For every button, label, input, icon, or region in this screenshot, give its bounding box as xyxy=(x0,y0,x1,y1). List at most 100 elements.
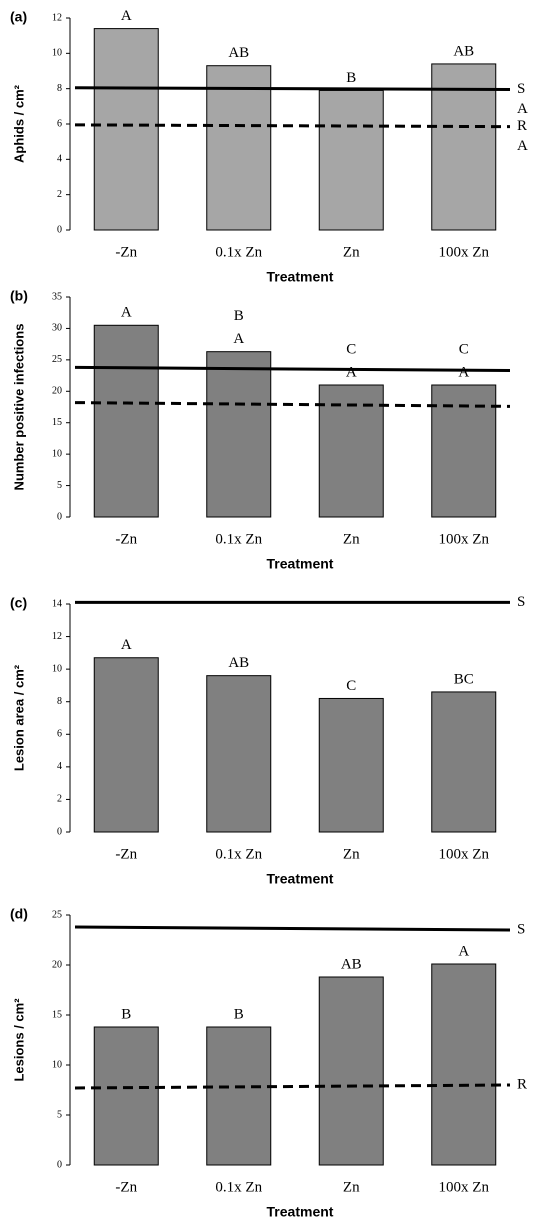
bar xyxy=(318,697,384,833)
significance-letter: B xyxy=(121,1006,131,1022)
y-axis-label: Lesions / cm² xyxy=(11,998,26,1082)
significance-letter: B xyxy=(234,1006,244,1022)
panel-label: (d) xyxy=(10,906,28,922)
reference-label: R xyxy=(517,1076,527,1092)
y-tick-label: 10 xyxy=(52,48,62,59)
y-tick-label: 10 xyxy=(52,1059,62,1070)
panel-label: (c) xyxy=(10,595,27,611)
y-tick-label: 15 xyxy=(52,1009,62,1020)
y-tick-label: 0 xyxy=(57,511,62,522)
reference-label: R xyxy=(517,118,527,134)
reference-label: A xyxy=(517,101,528,117)
x-tick-label: 100x Zn xyxy=(439,846,490,862)
x-tick-label: 0.1x Zn xyxy=(215,846,262,862)
x-axis-label: Treatment xyxy=(267,269,334,285)
reference-line xyxy=(74,86,511,92)
reference-line xyxy=(74,925,511,932)
y-tick-label: 20 xyxy=(52,959,62,970)
x-tick-label: -Zn xyxy=(115,531,137,547)
bar xyxy=(93,657,159,833)
bar xyxy=(431,691,497,833)
significance-letter: A xyxy=(121,305,132,321)
x-tick-label: -Zn xyxy=(115,1179,137,1195)
y-axis-label: Aphids / cm² xyxy=(11,84,26,163)
significance-letter: B xyxy=(234,308,244,324)
x-tick-label: 100x Zn xyxy=(439,1179,490,1195)
x-tick-label: 0.1x Zn xyxy=(215,1179,262,1195)
bar xyxy=(318,384,384,518)
significance-letter: AB xyxy=(228,45,249,61)
x-axis-label: Treatment xyxy=(267,556,334,572)
x-tick-label: 100x Zn xyxy=(439,244,490,260)
y-tick-label: 20 xyxy=(52,386,62,397)
y-tick-label: 25 xyxy=(52,909,62,920)
panel-label: (a) xyxy=(10,9,27,25)
bar xyxy=(93,28,159,231)
x-tick-label: 0.1x Zn xyxy=(215,244,262,260)
x-tick-label: 0.1x Zn xyxy=(215,531,262,547)
bar xyxy=(206,351,272,518)
y-tick-label: 25 xyxy=(52,354,62,365)
significance-letter: AB xyxy=(341,956,362,972)
y-tick-label: 0 xyxy=(57,826,62,837)
y-tick-label: 2 xyxy=(57,794,62,805)
x-axis-label: Treatment xyxy=(267,871,334,887)
y-axis-label: Number positive infections xyxy=(11,324,26,491)
significance-letter: A xyxy=(233,331,244,347)
significance-letter: A xyxy=(458,364,469,380)
reference-label: A xyxy=(517,138,528,154)
y-tick-label: 0 xyxy=(57,224,62,235)
reference-line xyxy=(74,123,511,129)
y-tick-label: 6 xyxy=(57,118,62,129)
significance-letter: C xyxy=(459,341,469,357)
reference-line xyxy=(74,401,511,408)
significance-letter: C xyxy=(346,678,356,694)
x-tick-label: Zn xyxy=(343,531,360,547)
significance-letter: BC xyxy=(454,671,474,687)
reference-label: S xyxy=(517,594,525,610)
y-axis-label: Lesion area / cm² xyxy=(11,664,26,771)
y-tick-label: 35 xyxy=(52,291,62,302)
x-tick-label: -Zn xyxy=(115,244,137,260)
y-tick-label: 10 xyxy=(52,663,62,674)
significance-letter: B xyxy=(346,70,356,86)
y-tick-label: 4 xyxy=(57,761,62,772)
bar xyxy=(431,963,497,1166)
bar xyxy=(93,324,159,518)
y-tick-label: 6 xyxy=(57,729,62,740)
y-tick-label: 10 xyxy=(52,448,62,459)
x-tick-label: 100x Zn xyxy=(439,531,490,547)
y-tick-label: 5 xyxy=(57,1109,62,1120)
x-axis-label: Treatment xyxy=(267,1204,334,1220)
y-tick-label: 0 xyxy=(57,1159,62,1170)
y-tick-label: 2 xyxy=(57,189,62,200)
y-tick-label: 12 xyxy=(52,631,62,642)
y-tick-label: 12 xyxy=(52,12,62,23)
bar xyxy=(318,976,384,1166)
panel-label: (b) xyxy=(10,288,28,304)
bar xyxy=(93,1026,159,1166)
bar xyxy=(206,1026,272,1166)
y-tick-label: 15 xyxy=(52,417,62,428)
reference-label: S xyxy=(517,81,525,97)
y-tick-label: 8 xyxy=(57,83,62,94)
x-tick-label: Zn xyxy=(343,244,360,260)
significance-letter: A xyxy=(458,943,469,959)
reference-line xyxy=(74,365,511,373)
y-tick-label: 8 xyxy=(57,696,62,707)
significance-letter: AB xyxy=(228,655,249,671)
reference-line xyxy=(74,1083,511,1090)
y-tick-label: 4 xyxy=(57,154,62,165)
x-tick-label: Zn xyxy=(343,846,360,862)
bar xyxy=(431,63,497,231)
bar xyxy=(206,675,272,833)
significance-letter: A xyxy=(121,637,132,653)
significance-letter: A xyxy=(346,364,357,380)
y-tick-label: 30 xyxy=(52,323,62,334)
bar xyxy=(206,65,272,231)
significance-letter: C xyxy=(346,341,356,357)
x-tick-label: -Zn xyxy=(115,846,137,862)
y-tick-label: 5 xyxy=(57,480,62,491)
significance-letter: A xyxy=(121,8,132,24)
